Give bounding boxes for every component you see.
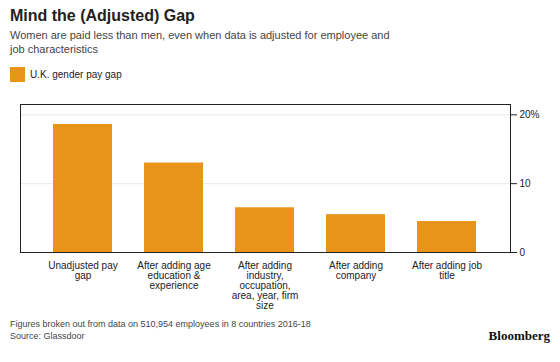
svg-text:20%: 20% <box>520 109 540 120</box>
html-text:U.K. gender pay gap: U.K. gender pay gap <box>30 69 122 80</box>
svg-text:After adding ageeducation &exp: After adding ageeducation &experience <box>137 260 211 291</box>
svg-text:After addingcompany: After addingcompany <box>329 260 383 281</box>
svg-text:0: 0 <box>520 247 526 258</box>
svg-text:After adding jobtitle: After adding jobtitle <box>412 260 482 281</box>
svg-text:After addingindustry,occupatio: After addingindustry,occupation,area, ye… <box>232 260 299 311</box>
html-text:Figures broken out from data o: Figures broken out from data on 510,954 … <box>10 319 311 329</box>
html-text:Mind the (Adjusted) Gap: Mind the (Adjusted) Gap <box>10 7 195 24</box>
svg-text:Unadjusted paygap: Unadjusted paygap <box>48 260 118 281</box>
html-text:Source: Glassdoor: Source: Glassdoor <box>10 331 85 341</box>
html-text:Bloomberg: Bloomberg <box>488 328 550 343</box>
html-text:Women are paid less than men,: Women are paid less than men, even when … <box>10 29 390 55</box>
svg-text:10: 10 <box>520 178 532 189</box>
